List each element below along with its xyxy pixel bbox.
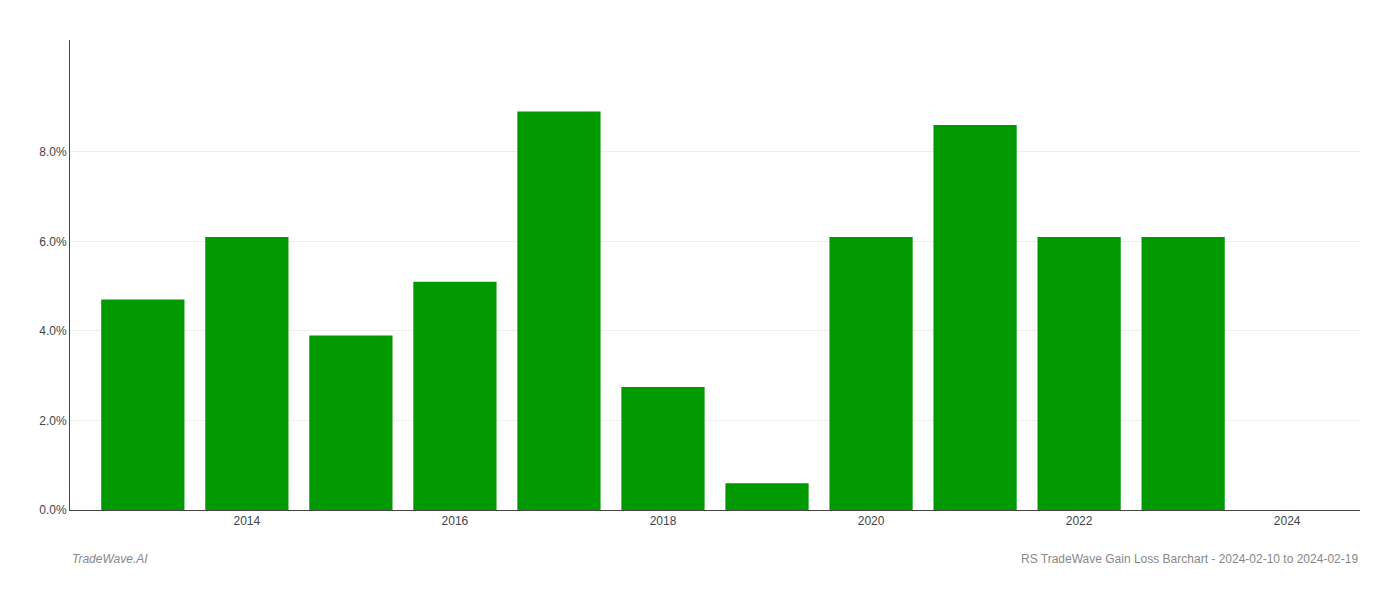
svg-text:2018: 2018 — [650, 514, 677, 528]
svg-text:0.0%: 0.0% — [39, 503, 67, 517]
svg-text:2020: 2020 — [858, 514, 885, 528]
svg-text:2014: 2014 — [233, 514, 260, 528]
svg-text:2.0%: 2.0% — [39, 414, 67, 428]
svg-text:4.0%: 4.0% — [39, 324, 67, 338]
svg-text:RS TradeWave Gain Loss Barchar: RS TradeWave Gain Loss Barchart - 2024-0… — [1021, 552, 1358, 566]
svg-text:2024: 2024 — [1274, 514, 1301, 528]
svg-text:2022: 2022 — [1066, 514, 1093, 528]
svg-text:2016: 2016 — [442, 514, 469, 528]
svg-text:8.0%: 8.0% — [39, 145, 67, 159]
svg-text:TradeWave.AI: TradeWave.AI — [72, 552, 148, 566]
svg-text:6.0%: 6.0% — [39, 235, 67, 249]
